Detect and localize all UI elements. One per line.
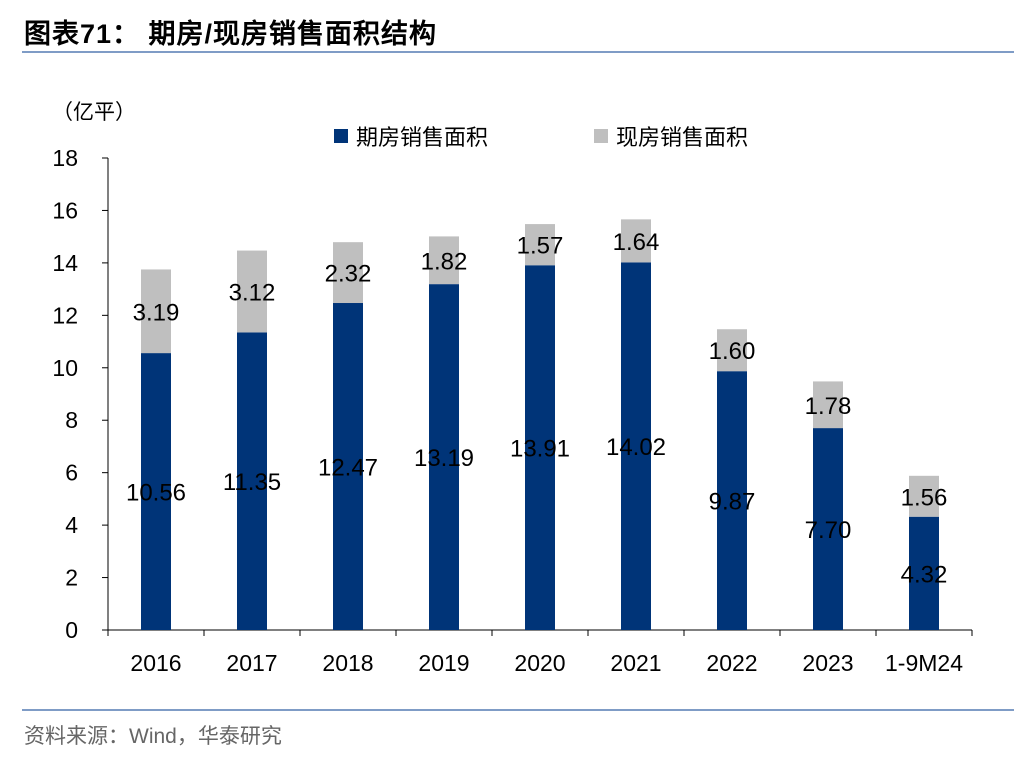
bar-spot [813,381,843,429]
bar-spot [141,269,171,354]
y-tick-label: 14 [52,250,78,276]
data-label-futures: 11.35 [223,469,281,496]
x-tick-label: 2019 [418,650,469,676]
bar-futures [909,516,939,630]
bar-spot [621,219,651,263]
legend-label-spot: 现房销售面积 [616,125,749,150]
y-tick-label: 6 [65,460,78,486]
bar-futures [333,303,363,630]
data-label-spot: 1.57 [517,233,564,260]
bar-futures [525,265,555,630]
legend-item-futures: 期房销售面积 [334,120,488,152]
bar-futures [717,371,747,630]
y-tick-label: 2 [65,565,78,591]
data-label-futures: 13.91 [510,436,570,463]
data-label-futures: 9.87 [709,489,756,516]
bar-futures [237,332,267,630]
bar-futures [429,284,459,630]
legend-swatch-spot [594,129,608,143]
legend-item-spot: 现房销售面积 [594,120,748,152]
x-tick-label: 2020 [514,650,565,676]
x-tick-label: 2016 [130,650,181,676]
y-tick-label: 8 [65,407,78,433]
legend-label-futures: 期房销售面积 [356,125,489,150]
data-label-spot: 1.60 [709,338,756,365]
bar-spot [525,224,555,266]
x-tick-label: 2023 [802,650,853,676]
y-tick-label: 18 [52,145,78,171]
data-label-futures: 4.32 [901,561,948,588]
bar-futures [813,428,843,630]
bar-futures [141,353,171,630]
x-tick-label: 2017 [226,650,277,676]
data-label-spot: 1.64 [613,229,660,256]
data-label-futures: 14.02 [606,434,666,461]
data-label-spot: 2.32 [325,261,372,288]
data-label-spot: 3.19 [133,299,180,326]
data-label-spot: 1.56 [901,484,948,511]
bar-futures [621,262,651,630]
chart-title: 图表71： 期房/现房销售面积结构 [24,19,438,49]
y-axis-unit: （亿平） [52,101,136,124]
source-note: 资料来源：Wind，华泰研究 [24,725,282,748]
bar-spot [429,236,459,285]
title-divider [22,51,1014,53]
bar-spot [717,329,747,372]
y-tick-label: 10 [52,355,78,381]
bar-spot [909,475,939,517]
data-label-futures: 13.19 [414,445,474,472]
x-tick-label: 2018 [322,650,373,676]
y-tick-label: 4 [65,512,78,538]
x-tick-label: 1-9M24 [885,650,963,676]
data-label-spot: 1.78 [805,393,852,420]
x-tick-label: 2022 [706,650,757,676]
data-label-futures: 10.56 [126,480,186,507]
y-tick-label: 12 [52,302,78,328]
bar-spot [333,242,363,304]
footer-divider [22,709,1014,711]
y-tick-label: 16 [52,197,78,223]
data-label-futures: 7.70 [805,517,852,544]
data-label-spot: 3.12 [229,279,276,306]
data-label-futures: 12.47 [318,455,378,482]
legend-swatch-futures [334,129,348,143]
y-tick-label: 0 [65,617,78,643]
bar-spot [237,250,267,333]
x-tick-label: 2021 [610,650,661,676]
data-label-spot: 1.82 [421,248,468,275]
